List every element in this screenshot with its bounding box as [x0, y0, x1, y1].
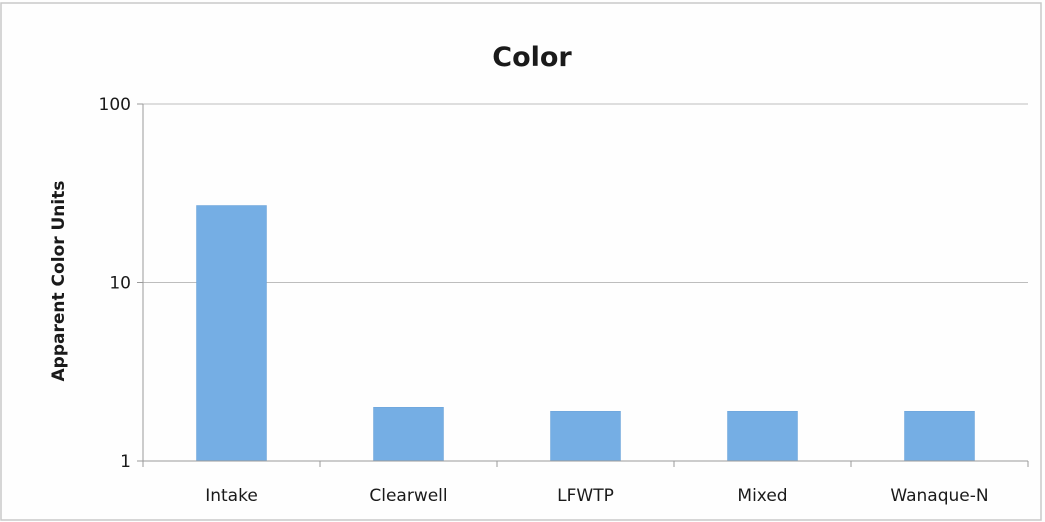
y-tick-labels: 1 10 100: [99, 95, 131, 472]
x-tick-label: Intake: [205, 486, 258, 506]
bar-lfwtp: [550, 410, 621, 462]
x-tick-label: Mixed: [737, 486, 787, 506]
x-tick-labels: Intake Clearwell LFWTP Mixed Wanaque-N: [205, 486, 988, 506]
y-tick-label: 10: [109, 274, 131, 294]
y-axis-label: Apparent Color Units: [49, 181, 69, 382]
bar-mixed: [727, 410, 798, 462]
bar-wanaque-n: [904, 410, 975, 462]
x-tick-label: LFWTP: [557, 486, 614, 506]
y-tick-label: 1: [120, 452, 131, 472]
bar-clearwell: [373, 407, 444, 462]
x-tick-label: Clearwell: [369, 486, 447, 506]
x-tick-label: Wanaque-N: [890, 486, 988, 506]
axes: [137, 103, 1029, 467]
y-tick-label: 100: [99, 95, 131, 115]
chart-title: Color: [492, 42, 572, 73]
bar-intake: [196, 205, 267, 462]
bars: [196, 205, 975, 462]
gridlines: [143, 103, 1028, 283]
